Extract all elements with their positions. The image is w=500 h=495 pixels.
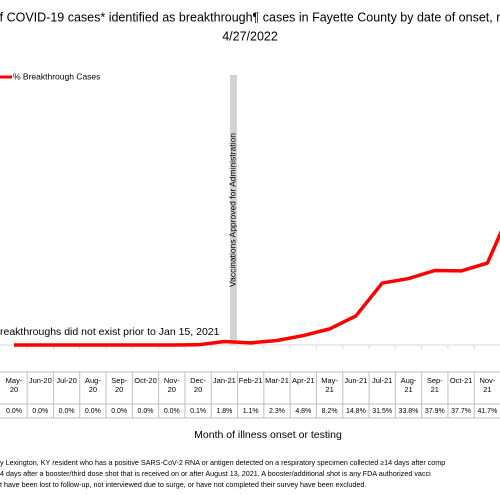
category-label: Aug-21: [400, 376, 417, 394]
x-axis-label: Month of illness onset or testing: [194, 429, 342, 441]
category-label: May-20: [5, 376, 23, 394]
value-label: 1.8%: [216, 408, 233, 415]
value-label: 37.9%: [424, 408, 445, 415]
category-label: Nov-21: [479, 376, 496, 394]
category-label: Sep-20: [111, 376, 128, 394]
line: [14, 230, 500, 347]
value-label: 4.8%: [295, 408, 312, 415]
value-label: 0.0%: [32, 408, 49, 415]
value-label: 0.0%: [84, 408, 101, 415]
category-label: Nov-20: [163, 376, 180, 394]
value-label: 14.8%: [345, 408, 366, 415]
category-label: Dec-20: [190, 376, 207, 394]
vaccination-band: [230, 75, 237, 345]
value-label: 31.5%: [372, 408, 393, 415]
band-label: Vaccinations Approved for Administration: [227, 133, 237, 287]
value-label: 0.1%: [190, 408, 207, 415]
category-label: Oct-21: [449, 376, 473, 385]
category-label: May-21: [321, 376, 338, 394]
legend-label: % Breakthrough Cases: [13, 71, 100, 81]
category-label: Sep-21: [426, 376, 443, 394]
value-label: 0.0%: [163, 408, 180, 415]
annotation: reakthroughs did not exist prior to Jan …: [0, 326, 220, 338]
category-label: Mar-21: [265, 376, 289, 385]
category-label: Jan-21: [212, 376, 236, 385]
category-label: Jun-20: [28, 376, 52, 385]
category-label: Feb-21: [238, 376, 263, 385]
value-label: 0.0%: [58, 408, 75, 415]
category-label: Aug-20: [84, 376, 101, 394]
category-label: Jul-21: [371, 376, 393, 385]
value-label: 0.0%: [111, 408, 128, 415]
footnote: y Lexington, KY resident who has a posit…: [0, 458, 446, 467]
category-label: Oct-20: [134, 376, 157, 385]
value-label: 0.0%: [137, 408, 154, 415]
footnote: t have been lost to follow-up, not inter…: [0, 480, 367, 489]
value-label: 37.7%: [451, 408, 472, 415]
value-label: 8.2%: [321, 408, 338, 415]
category-label: Apr-21: [292, 376, 315, 385]
category-label: Jun-21: [344, 376, 368, 385]
value-label: 33.8%: [398, 408, 419, 415]
value-label: 1.1%: [242, 408, 259, 415]
value-label: 2.3%: [269, 408, 285, 415]
value-label: 0.0%: [6, 408, 22, 415]
category-label: Jul-20: [56, 376, 77, 385]
chart-subtitle: 4/27/2022: [222, 29, 278, 43]
value-label: 41.7%: [477, 408, 498, 415]
chart-title: f COVID-19 cases* identified as breakthr…: [0, 10, 500, 24]
footnote: 4 days after a booster/third dose shot t…: [0, 469, 431, 478]
